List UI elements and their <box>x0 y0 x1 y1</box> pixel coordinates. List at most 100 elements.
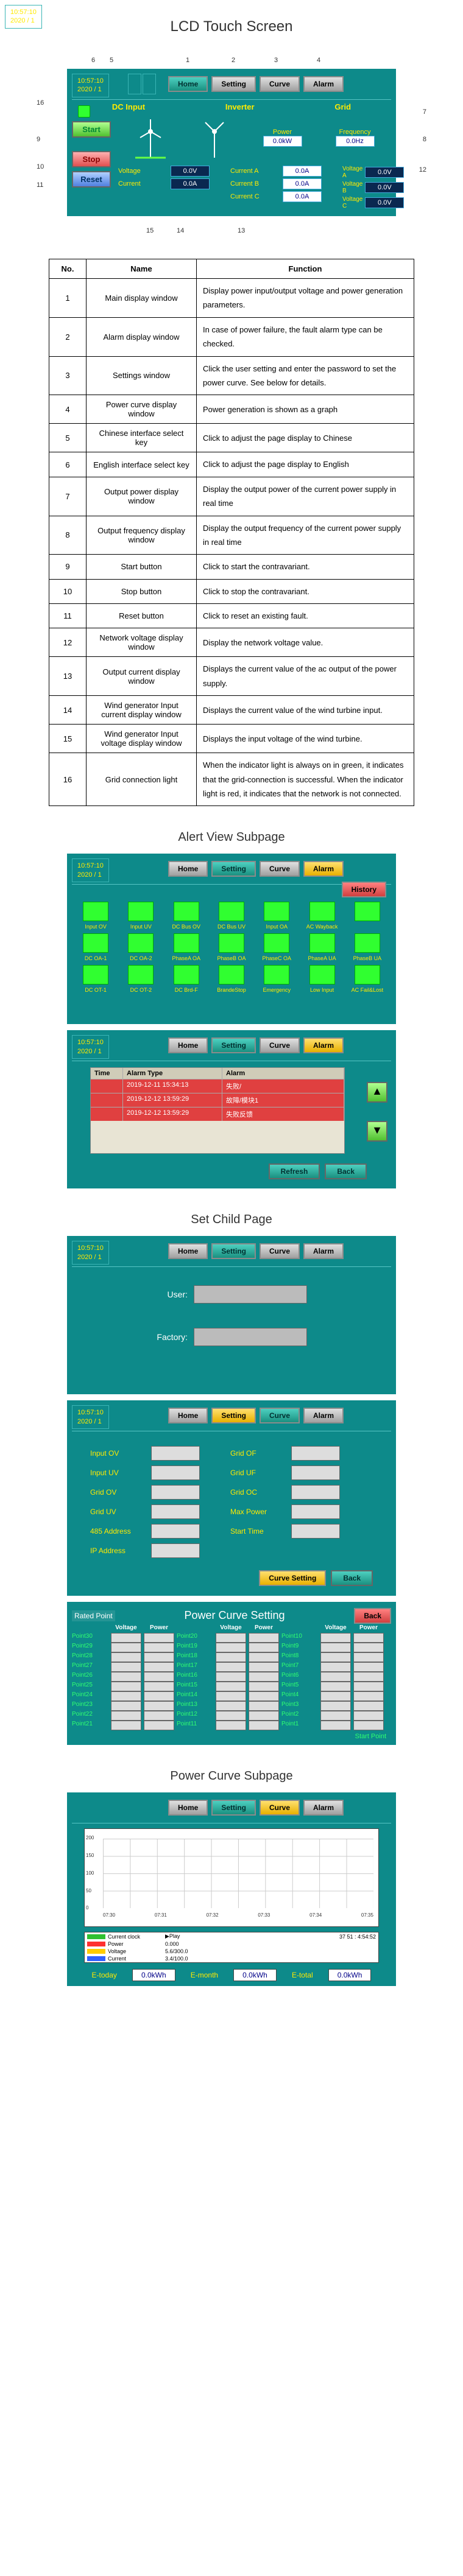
alarm-button[interactable]: Alarm <box>303 1800 344 1816</box>
curve-button[interactable]: Curve <box>260 1408 300 1423</box>
lang-en-button[interactable] <box>143 74 156 94</box>
voltage-input[interactable] <box>216 1691 246 1701</box>
voltage-input[interactable] <box>216 1711 246 1721</box>
voltage-input[interactable] <box>216 1682 246 1691</box>
back-button[interactable]: Back <box>325 1163 367 1179</box>
voltage-input[interactable] <box>216 1652 246 1662</box>
curve-button[interactable]: Curve <box>260 76 300 92</box>
power-input[interactable] <box>144 1652 174 1662</box>
power-input[interactable] <box>353 1643 384 1652</box>
param-input[interactable] <box>151 1465 200 1480</box>
voltage-input[interactable] <box>320 1701 351 1711</box>
alarm-button[interactable]: Alarm <box>303 76 344 92</box>
power-input[interactable] <box>144 1701 174 1711</box>
back-button[interactable]: Back <box>354 1608 391 1624</box>
power-input[interactable] <box>249 1643 279 1652</box>
home-button[interactable]: Home <box>168 1800 208 1816</box>
power-input[interactable] <box>144 1633 174 1643</box>
voltage-input[interactable] <box>111 1691 141 1701</box>
power-input[interactable] <box>249 1633 279 1643</box>
voltage-input[interactable] <box>111 1643 141 1652</box>
curve-button[interactable]: Curve <box>260 1800 300 1816</box>
power-input[interactable] <box>144 1643 174 1652</box>
power-input[interactable] <box>249 1662 279 1672</box>
voltage-input[interactable] <box>111 1721 141 1730</box>
voltage-input[interactable] <box>320 1691 351 1701</box>
setting-button[interactable]: Setting <box>211 1243 256 1259</box>
voltage-input[interactable] <box>320 1633 351 1643</box>
param-input[interactable] <box>291 1485 340 1500</box>
stop-button[interactable]: Stop <box>72 151 111 167</box>
voltage-input[interactable] <box>216 1701 246 1711</box>
power-input[interactable] <box>144 1721 174 1730</box>
alarm-button[interactable]: Alarm <box>303 1243 344 1259</box>
voltage-input[interactable] <box>216 1643 246 1652</box>
setting-button[interactable]: Setting <box>211 861 256 877</box>
voltage-input[interactable] <box>111 1701 141 1711</box>
power-input[interactable] <box>144 1662 174 1672</box>
power-input[interactable] <box>249 1701 279 1711</box>
power-input[interactable] <box>249 1682 279 1691</box>
start-button[interactable]: Start <box>72 121 111 138</box>
param-input[interactable] <box>151 1543 200 1558</box>
home-button[interactable]: Home <box>168 861 208 877</box>
power-input[interactable] <box>353 1633 384 1643</box>
voltage-input[interactable] <box>216 1662 246 1672</box>
setting-button[interactable]: Setting <box>211 76 256 92</box>
voltage-input[interactable] <box>320 1721 351 1730</box>
power-input[interactable] <box>353 1682 384 1691</box>
alarm-button[interactable]: Alarm <box>303 1408 344 1423</box>
param-input[interactable] <box>291 1465 340 1480</box>
voltage-input[interactable] <box>320 1643 351 1652</box>
voltage-input[interactable] <box>216 1672 246 1682</box>
voltage-input[interactable] <box>216 1721 246 1730</box>
param-input[interactable] <box>151 1446 200 1461</box>
setting-button[interactable]: Setting <box>211 1800 256 1816</box>
power-input[interactable] <box>144 1672 174 1682</box>
voltage-input[interactable] <box>111 1662 141 1672</box>
user-input[interactable] <box>194 1285 307 1304</box>
back-button[interactable]: Back <box>331 1570 373 1586</box>
lang-cn-button[interactable] <box>128 74 141 94</box>
power-input[interactable] <box>144 1682 174 1691</box>
curve-button[interactable]: Curve <box>260 1037 300 1053</box>
param-input[interactable] <box>291 1504 340 1519</box>
power-input[interactable] <box>353 1711 384 1721</box>
scroll-down-button[interactable]: ▼ <box>367 1121 387 1142</box>
power-input[interactable] <box>249 1711 279 1721</box>
voltage-input[interactable] <box>111 1633 141 1643</box>
home-button[interactable]: Home <box>168 1037 208 1053</box>
power-input[interactable] <box>249 1691 279 1701</box>
power-input[interactable] <box>249 1652 279 1662</box>
setting-button[interactable]: Setting <box>211 1037 256 1053</box>
voltage-input[interactable] <box>320 1672 351 1682</box>
home-button[interactable]: Home <box>168 1408 208 1423</box>
power-input[interactable] <box>353 1721 384 1730</box>
power-input[interactable] <box>353 1691 384 1701</box>
param-input[interactable] <box>291 1524 340 1539</box>
reset-button[interactable]: Reset <box>72 171 111 188</box>
refresh-button[interactable]: Refresh <box>269 1163 320 1179</box>
power-input[interactable] <box>249 1672 279 1682</box>
power-input[interactable] <box>144 1711 174 1721</box>
power-input[interactable] <box>249 1721 279 1730</box>
home-button[interactable]: Home <box>168 1243 208 1259</box>
param-input[interactable] <box>151 1504 200 1519</box>
scroll-up-button[interactable]: ▲ <box>367 1082 387 1103</box>
voltage-input[interactable] <box>320 1652 351 1662</box>
power-input[interactable] <box>144 1691 174 1701</box>
param-input[interactable] <box>151 1485 200 1500</box>
voltage-input[interactable] <box>320 1662 351 1672</box>
param-input[interactable] <box>151 1524 200 1539</box>
alarm-button[interactable]: Alarm <box>303 861 344 877</box>
curve-button[interactable]: Curve <box>260 861 300 877</box>
power-input[interactable] <box>353 1652 384 1662</box>
voltage-input[interactable] <box>111 1682 141 1691</box>
voltage-input[interactable] <box>111 1652 141 1662</box>
setting-button[interactable]: Setting <box>211 1408 256 1423</box>
power-input[interactable] <box>353 1662 384 1672</box>
power-input[interactable] <box>353 1701 384 1711</box>
voltage-input[interactable] <box>320 1711 351 1721</box>
home-button[interactable]: Home <box>168 76 208 92</box>
power-input[interactable] <box>353 1672 384 1682</box>
